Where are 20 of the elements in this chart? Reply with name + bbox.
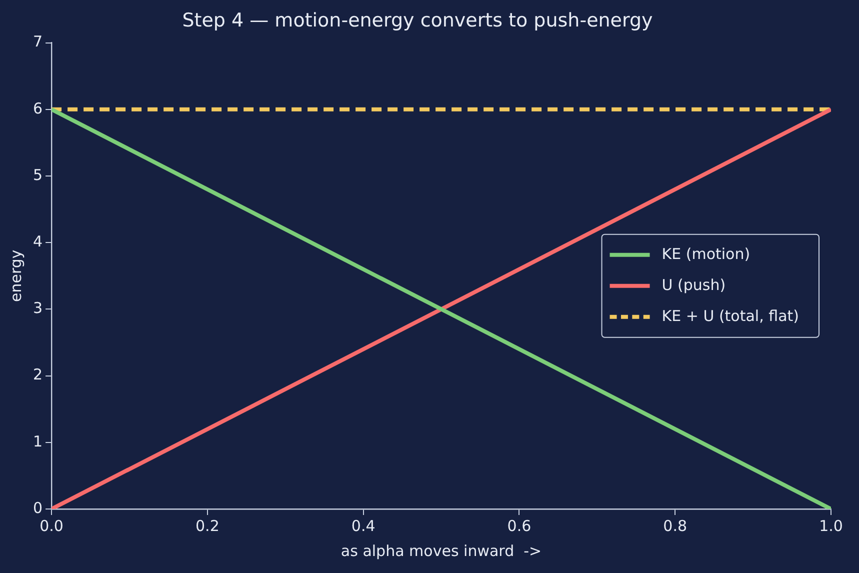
y-tick-label: 6 <box>32 99 43 118</box>
chart-title: Step 4 — motion-energy converts to push-energy <box>182 9 653 32</box>
y-tick-label: 7 <box>32 32 43 51</box>
y-tick-label: 2 <box>32 366 43 384</box>
x-tick-label: 0.0 <box>40 516 64 535</box>
legend-label: KE + U (total, flat) <box>662 306 800 325</box>
x-axis-title: as alpha moves inward -> <box>340 542 542 560</box>
y-tick-label: 3 <box>32 299 43 318</box>
y-tick-label: 4 <box>32 232 43 250</box>
x-tick-label: 0.6 <box>507 516 532 535</box>
y-tick-label: 5 <box>32 166 43 184</box>
legend-label: KE (motion) <box>662 244 750 263</box>
x-tick-label: 0.4 <box>351 516 376 535</box>
legend-label: U (push) <box>662 276 726 294</box>
y-tick-label: 0 <box>32 498 43 517</box>
x-tick-label: 0.2 <box>196 516 220 535</box>
y-axis-title: energy <box>6 250 25 302</box>
y-tick-label: 1 <box>32 432 43 450</box>
x-tick-label: 0.8 <box>663 516 688 535</box>
x-tick-label: 1.0 <box>819 516 843 535</box>
